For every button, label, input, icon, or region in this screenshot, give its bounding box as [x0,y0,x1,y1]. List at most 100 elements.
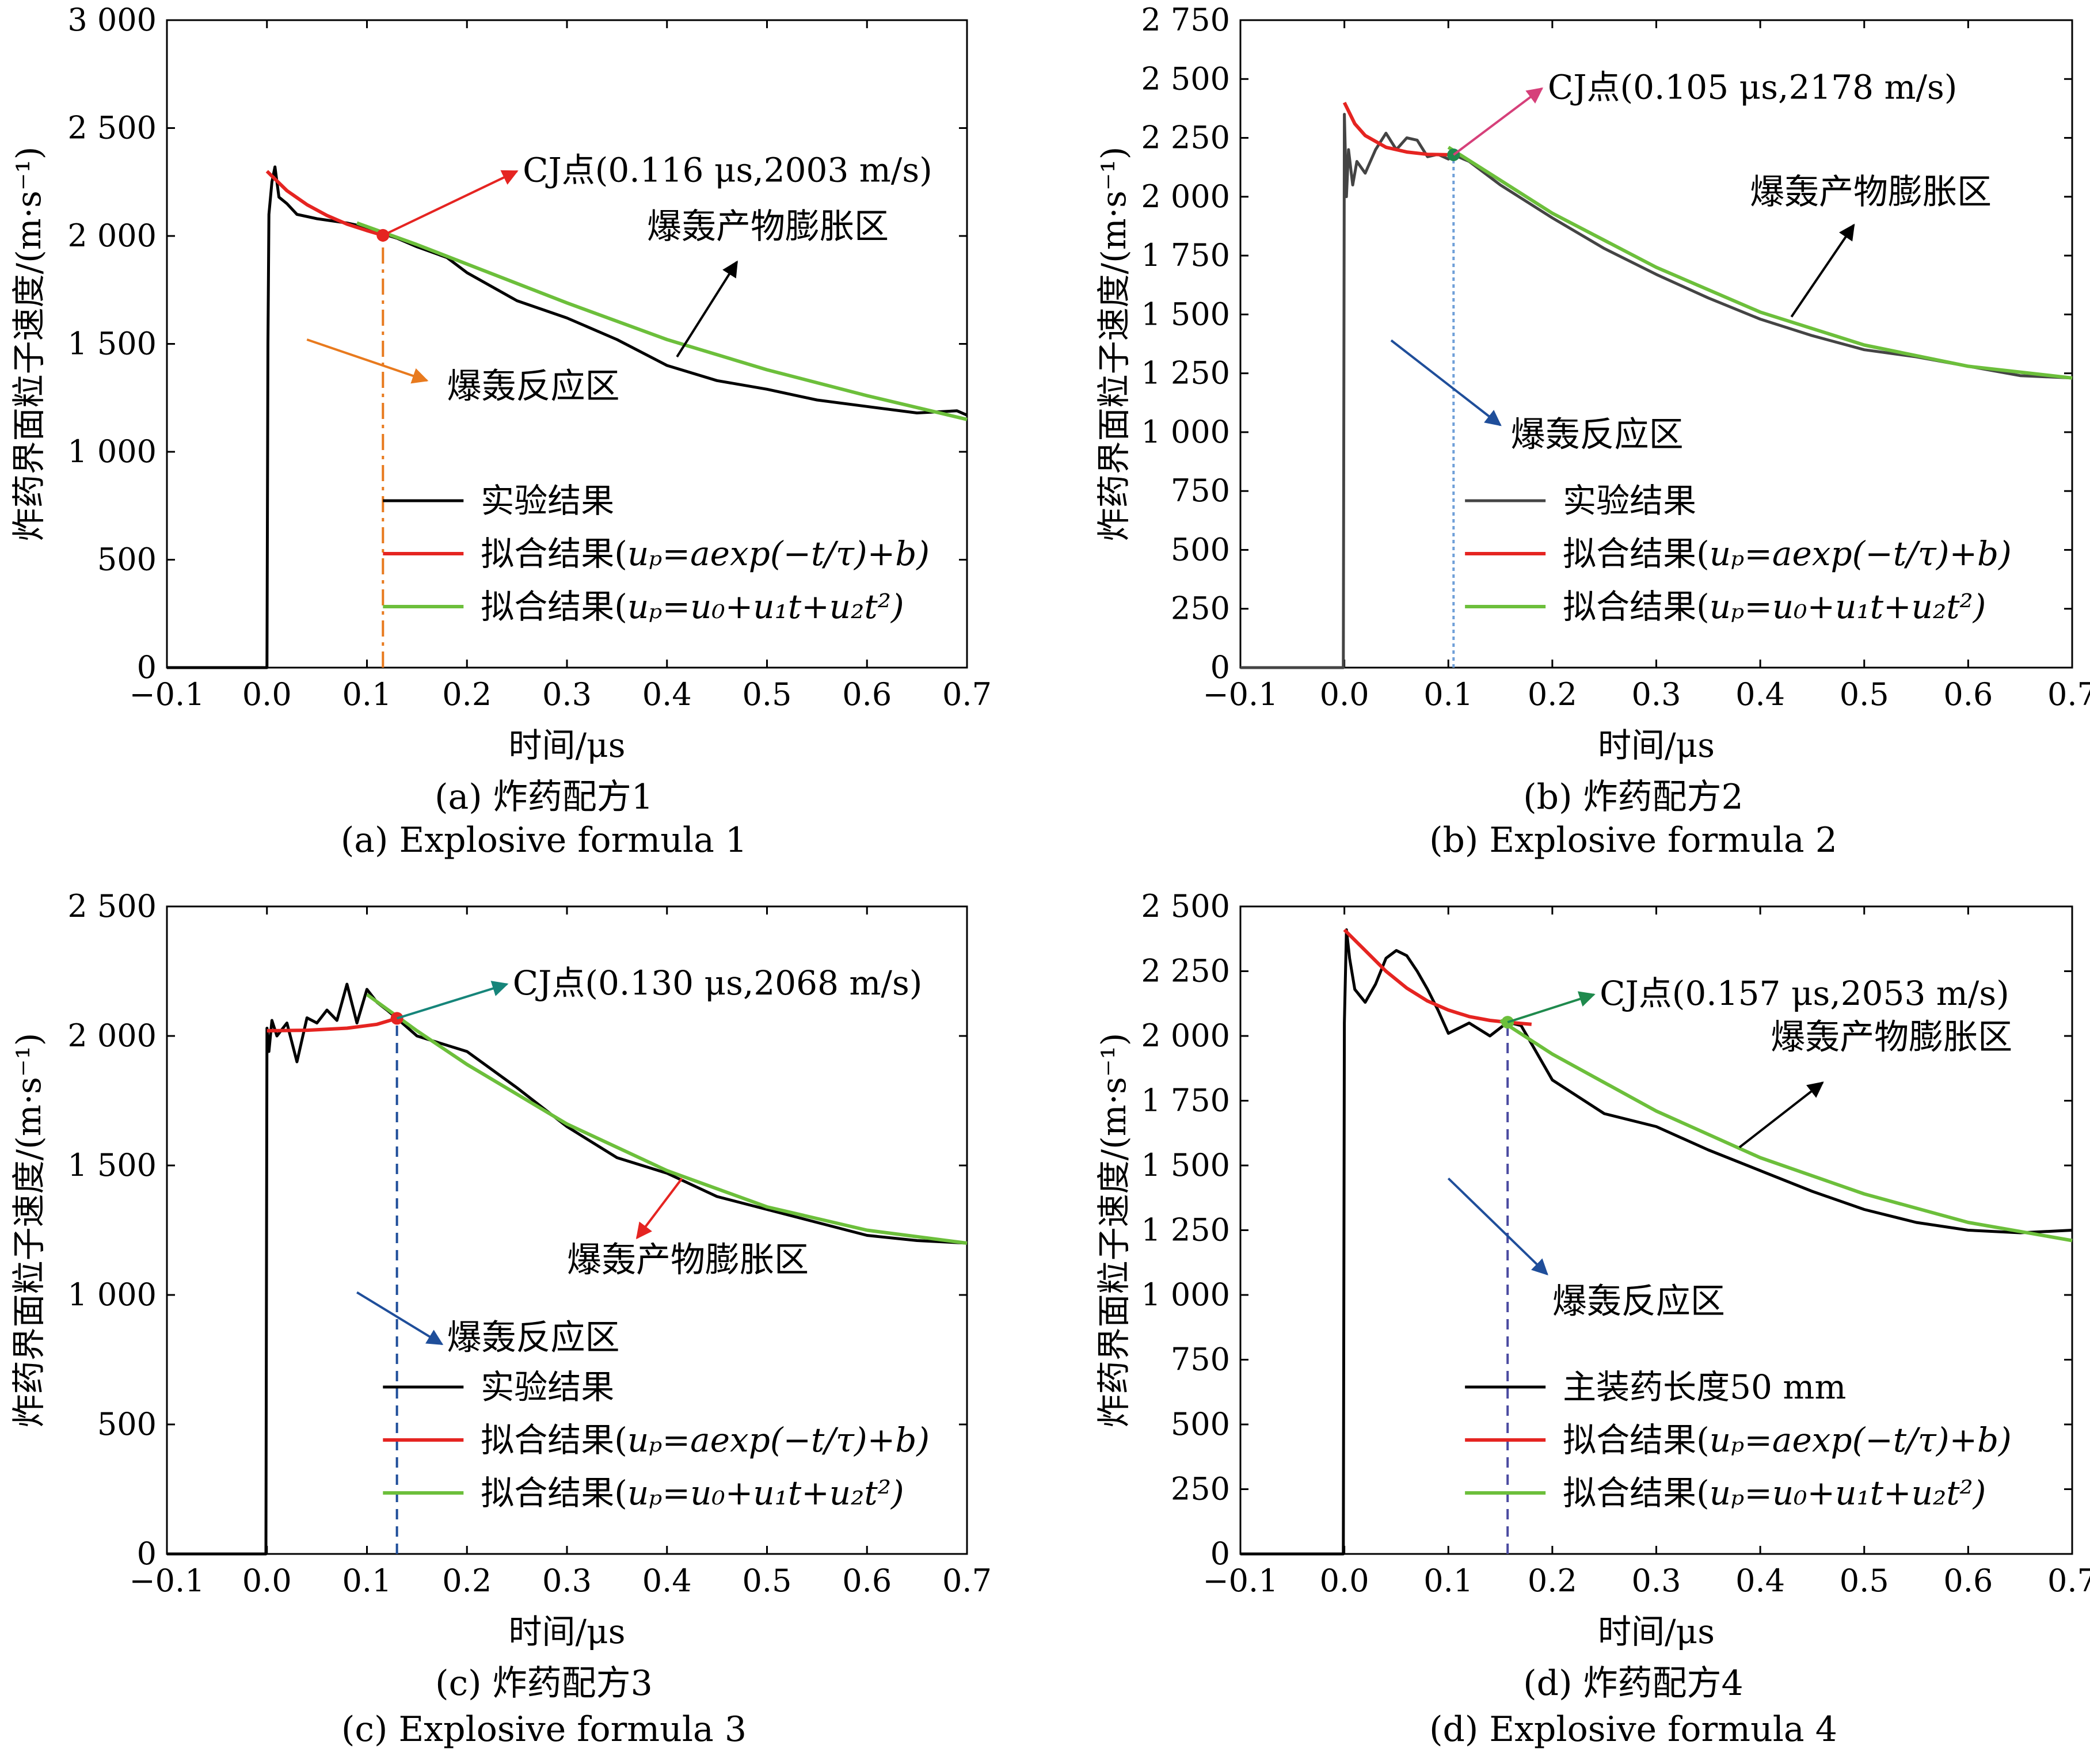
series-line-experiment [1240,113,2073,669]
x-axis-label: 时间/μs [508,726,625,765]
annotation-arrow [356,1291,444,1346]
legend-quad-fit-formula: uₚ=u₀+u₁t+u₂t²) [627,587,904,626]
annotation-text: 爆轰反应区 [447,366,620,406]
cj-arrow [382,170,519,237]
y-tick-label: 1 500 [1141,296,1230,332]
y-tick-label: 1 000 [67,1277,157,1313]
legend-label-experiment: 实验结果 [481,1367,614,1407]
y-axis-label: 炸药界面粒子速度/(m·s⁻¹) [9,147,48,542]
x-tick-label: 0.3 [542,1563,592,1599]
y-axis-label: 炸药界面粒子速度/(m·s⁻¹) [1094,147,1133,542]
cj-label: CJ点(0.130 μs,2068 m/s) [513,963,923,1003]
x-axis-label: 时间/μs [1598,1612,1715,1651]
legend-label-exp-fit: 拟合结果(uₚ=aexp(−t/τ)+b) [481,1420,930,1460]
cj-label: CJ点(0.157 μs,2053 m/s) [1600,974,2009,1013]
x-tick-label: 0.6 [842,1563,892,1599]
annotation-arrow [635,1178,683,1240]
legend-quad-fit-formula: uₚ=u₀+u₁t+u₂t²) [1710,1473,1986,1512]
legend-exp-fit-prefix: 拟合结果( [481,534,627,573]
y-tick-label: 2 250 [1141,120,1230,156]
x-tick-label: 0.1 [1423,676,1473,713]
legend-label-experiment: 主装药长度50 mm [1563,1367,1846,1407]
chart-panel-a: −0.1 0.0 0.1 0.2 0.3 0.4 0.5 0.6 0.7 0 500 1 000 1 5… [9,2,992,860]
x-tick-label: 0.3 [1632,676,1681,713]
x-tick-label: 0.7 [2047,1563,2090,1599]
chart-panel-d: −0.1 0.0 0.1 0.2 0.3 0.4 0.5 0.6 0.7 0 250 500 750 1 … [1094,888,2090,1750]
legend-quad-fit-prefix: 拟合结果( [481,1473,627,1512]
x-tick-label: 0.4 [642,676,692,713]
y-tick-label: 2 250 [1141,953,1230,989]
legend-label-quad-fit: 拟合结果(uₚ=u₀+u₁t+u₂t²) [481,1473,904,1512]
y-tick-label: 1 750 [1141,237,1230,273]
y-tick-label: 1 750 [1141,1083,1230,1119]
y-tick-label: 2 500 [1141,888,1230,924]
x-tick-label: 0.2 [1528,1563,1577,1599]
legend-exp-fit-prefix: 拟合结果( [481,1420,627,1460]
legend-exp-fit-formula: uₚ=aexp(−t/τ)+b) [627,534,930,573]
x-tick-label: 0.7 [2047,676,2090,713]
x-tick-label: 0.7 [942,676,992,713]
cj-arrow [1453,87,1544,156]
series-line-experiment [1240,928,2073,1556]
y-axis-label: 炸药界面粒子速度/(m·s⁻¹) [9,1033,48,1428]
y-tick-label: 2 500 [67,888,157,924]
annotation-text: 爆轰产物膨胀区 [1771,1018,2012,1058]
x-tick-label: 0.5 [743,676,792,713]
legend: 实验结果拟合结果(uₚ=aexp(−t/τ)+b)拟合结果(uₚ=u₀+u₁t+… [1465,481,2012,626]
annotation-text: 爆轰反应区 [1552,1282,1725,1322]
y-tick-label: 750 [1171,1342,1230,1378]
legend-quad-fit-formula: uₚ=u₀+u₁t+u₂t²) [627,1473,904,1512]
annotation-text: 爆轰反应区 [1511,414,1684,455]
legend: 实验结果拟合结果(uₚ=aexp(−t/τ)+b)拟合结果(uₚ=u₀+u₁t+… [383,1367,930,1512]
series-line-quad_fit [366,993,968,1245]
y-tick-label: 0 [1210,649,1230,685]
y-tick-label: 2 500 [1141,60,1230,97]
y-tick-label: 1 000 [1141,414,1230,450]
y-tick-label: 250 [1171,1471,1230,1507]
y-axis-label: 炸药界面粒子速度/(m·s⁻¹) [1094,1033,1133,1428]
annotation-arrow [676,260,738,358]
x-tick-label: 0.5 [1840,1563,1889,1599]
y-tick-label: 500 [97,1406,157,1442]
y-tick-label: 250 [1171,590,1230,627]
x-tick-label: 0.5 [743,1563,792,1599]
annotation-arrow [1738,1081,1824,1149]
x-tick-label: −0.1 [129,676,204,713]
x-tick-label: 0.2 [442,676,492,713]
y-tick-label: 2 000 [1141,178,1230,215]
caption-en: (d) Explosive formula 4 [1429,1709,1837,1750]
caption-cn: (c) 炸药配方3 [435,1663,653,1704]
x-tick-label: 0.4 [1735,676,1785,713]
legend-quad-fit-formula: uₚ=u₀+u₁t+u₂t²) [1710,587,1986,626]
x-tick-label: −0.1 [1202,1563,1278,1599]
legend-label-quad-fit: 拟合结果(uₚ=u₀+u₁t+u₂t²) [1563,1473,1986,1512]
y-tick-label: 500 [1171,531,1230,567]
x-axis-label: 时间/μs [1598,726,1715,765]
legend-exp-fit-prefix: 拟合结果( [1563,534,1710,573]
annotation-text: 爆轰产物膨胀区 [1750,172,1992,212]
y-tick-label: 1 500 [67,326,157,362]
y-tick-label: 1 500 [67,1147,157,1183]
x-tick-label: 0.6 [842,676,892,713]
legend: 主装药长度50 mm拟合结果(uₚ=aexp(−t/τ)+b)拟合结果(uₚ=u… [1465,1367,2012,1512]
chart-panel-c: −0.1 0.0 0.1 0.2 0.3 0.4 0.5 0.6 0.7 0 500 1 000 1 5… [9,888,992,1750]
annotation-text: 爆轰产物膨胀区 [567,1240,809,1281]
legend-label-quad-fit: 拟合结果(uₚ=u₀+u₁t+u₂t²) [1563,587,1986,626]
y-tick-label: 2 000 [67,1018,157,1054]
x-tick-label: 0.2 [442,1563,492,1599]
series-line-experiment [167,982,968,1556]
y-tick-label: 0 [1210,1536,1230,1572]
legend-quad-fit-prefix: 拟合结果( [1563,587,1710,626]
legend-label-exp-fit: 拟合结果(uₚ=aexp(−t/τ)+b) [481,534,930,573]
caption-en: (b) Explosive formula 2 [1429,820,1837,860]
series-line-quad_fit [356,221,968,421]
x-tick-label: 0.3 [542,676,592,713]
legend-exp-fit-prefix: 拟合结果( [1563,1420,1710,1460]
y-tick-label: 1 000 [67,433,157,470]
y-tick-label: 2 000 [1141,1018,1230,1054]
y-tick-label: 1 500 [1141,1147,1230,1183]
x-tick-label: −0.1 [129,1563,204,1599]
annotation-arrow [306,338,429,384]
x-tick-label: 0.0 [1320,676,1369,713]
